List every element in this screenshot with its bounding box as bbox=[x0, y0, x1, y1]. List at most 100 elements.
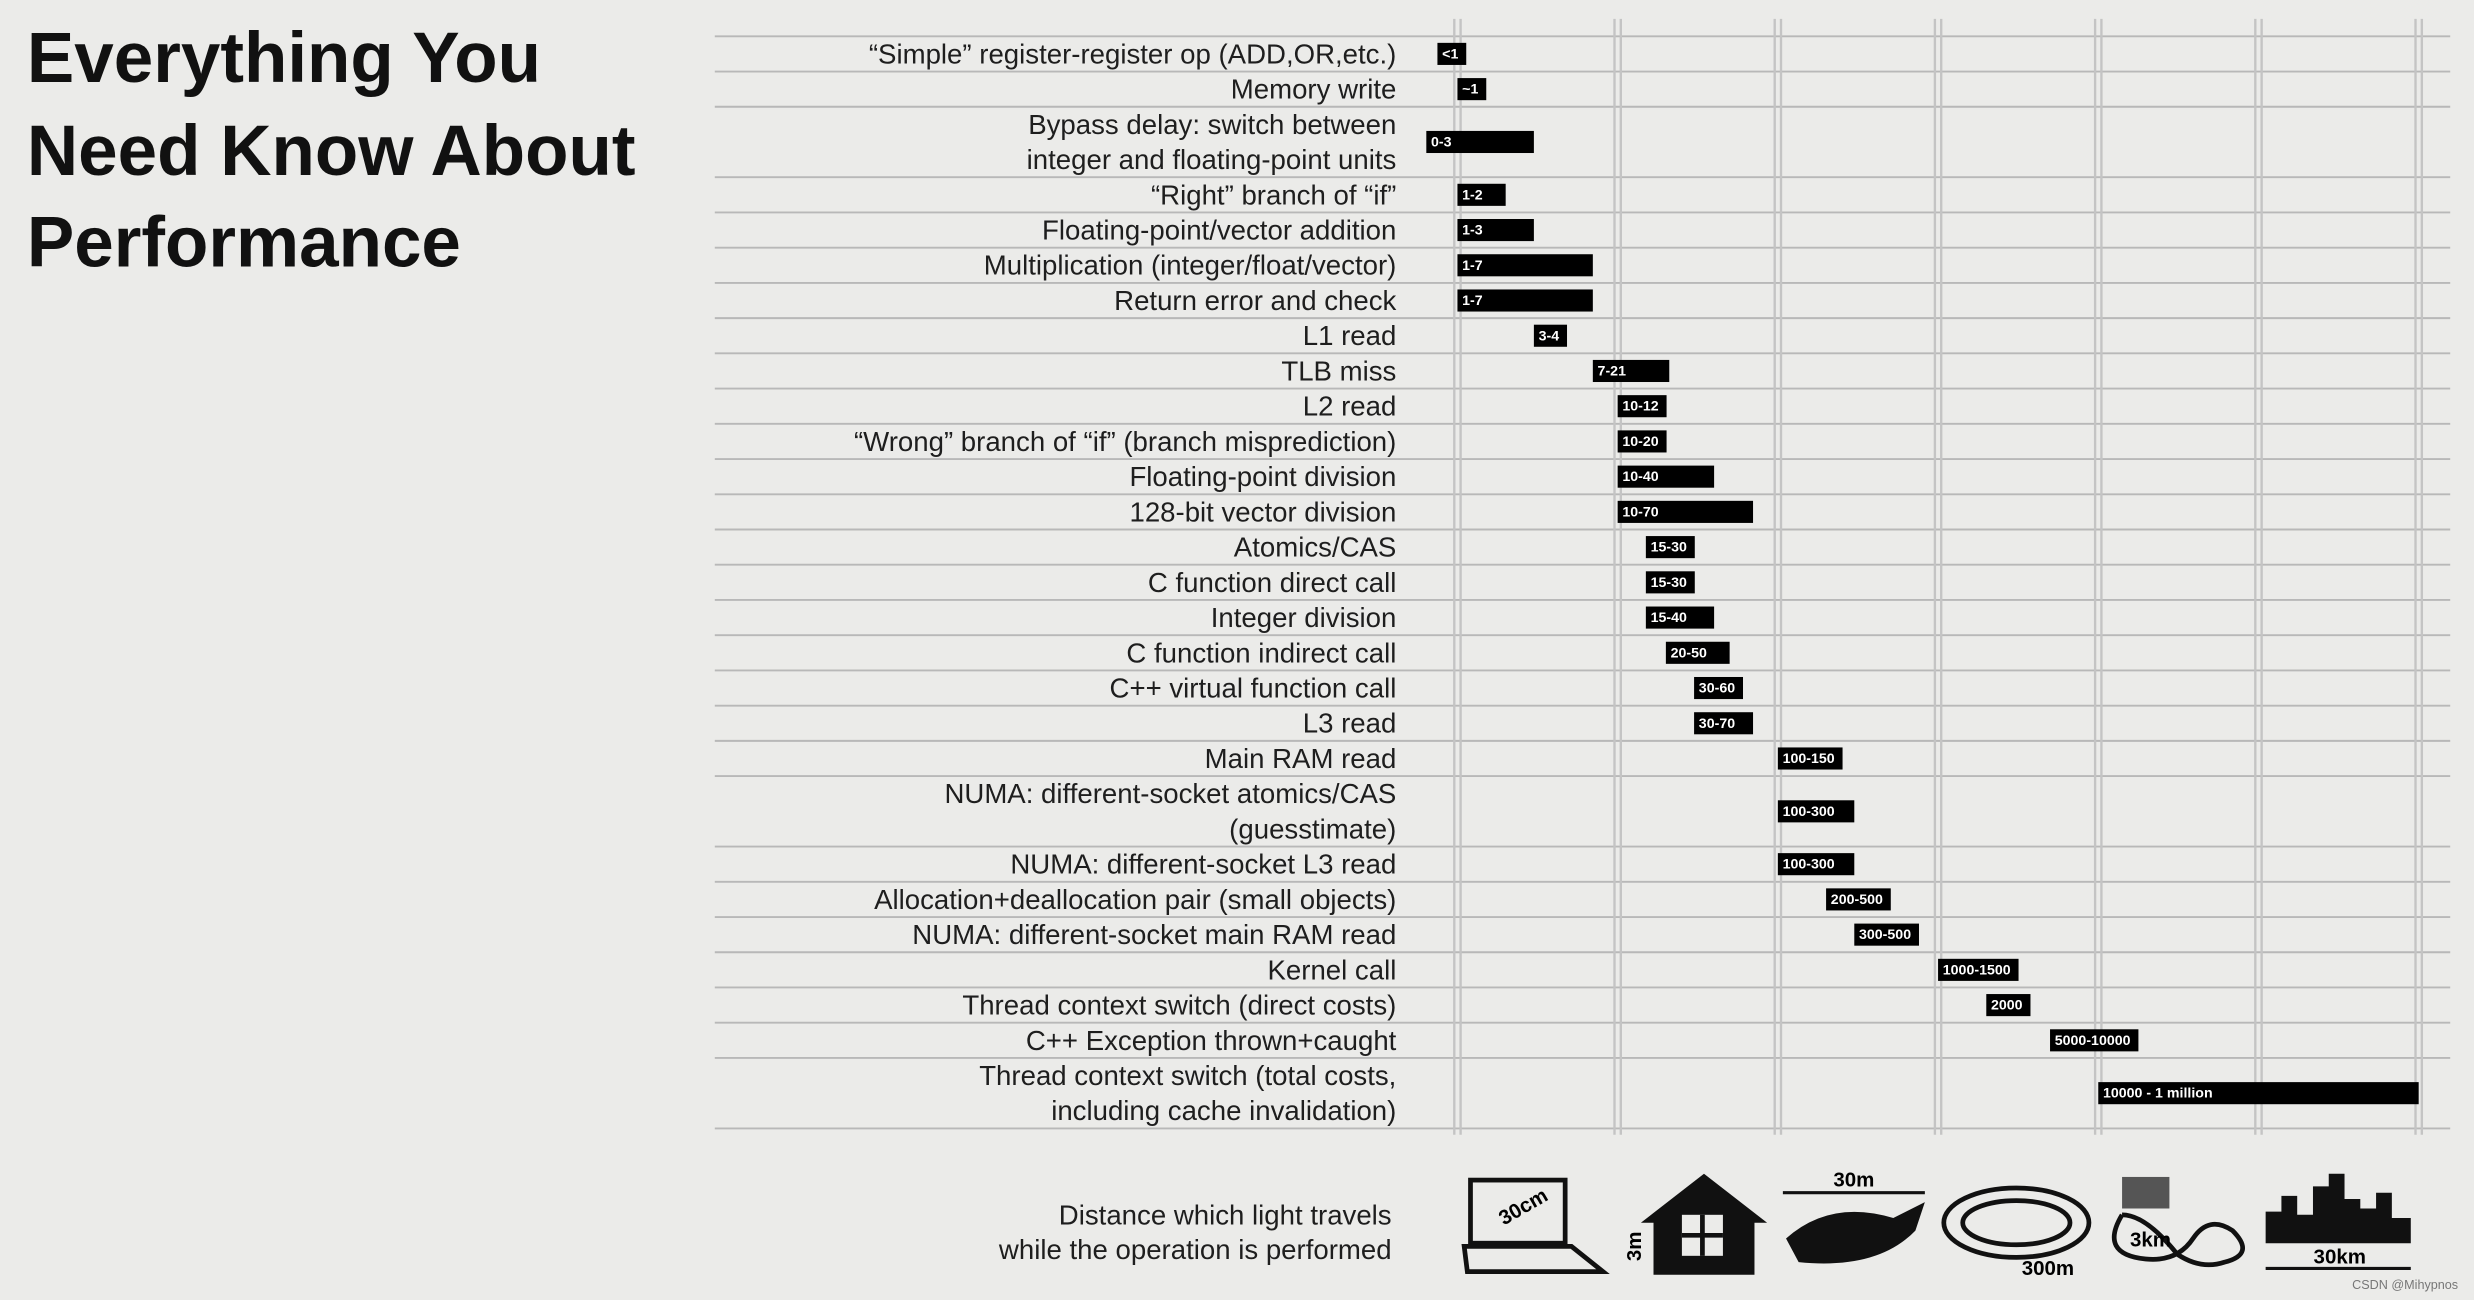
bar bbox=[1854, 923, 1919, 946]
bar bbox=[1665, 641, 1730, 664]
bar bbox=[1617, 500, 1754, 523]
value-label: 1000-1500 bbox=[1943, 962, 2011, 978]
value-label: 10-70 bbox=[1622, 504, 1658, 520]
value-label: 15-30 bbox=[1651, 575, 1687, 591]
value-label: ~1 bbox=[1462, 82, 1478, 98]
category-label: “Wrong” branch of “if” (branch mispredic… bbox=[854, 426, 1396, 457]
value-label: 7-21 bbox=[1598, 364, 1627, 380]
value-label: <1 bbox=[1442, 46, 1458, 62]
bar bbox=[1617, 395, 1667, 418]
category-label: (guesstimate) bbox=[1229, 813, 1396, 844]
bar bbox=[1645, 536, 1695, 559]
value-label: 0-3 bbox=[1431, 135, 1452, 151]
category-label: L2 read bbox=[1303, 391, 1397, 422]
bar bbox=[1457, 254, 1593, 277]
caption: while the operation is performed bbox=[998, 1234, 1392, 1265]
category-label: Atomics/CAS bbox=[1234, 532, 1397, 563]
value-label: 30-60 bbox=[1699, 681, 1735, 697]
bar bbox=[1777, 800, 1855, 823]
value-label: 10-40 bbox=[1622, 469, 1658, 485]
bar bbox=[1777, 853, 1855, 876]
category-label: NUMA: different-socket L3 read bbox=[1010, 849, 1396, 880]
category-label: integer and floating-point units bbox=[1027, 144, 1397, 175]
track-icon bbox=[1960, 1198, 2073, 1248]
value-label: 100-300 bbox=[1783, 857, 1835, 873]
bar bbox=[2098, 1082, 2419, 1105]
laptop-icon bbox=[1468, 1177, 1568, 1246]
category-label: Allocation+deallocation pair (small obje… bbox=[874, 884, 1396, 915]
laptop-icon bbox=[1461, 1243, 1610, 1274]
value-label: 3-4 bbox=[1539, 328, 1560, 344]
circuit-icon bbox=[2111, 1212, 2245, 1268]
icons: 30cm 3m 30m 300m 3km 30km bbox=[1461, 1168, 2411, 1280]
value-label: 1-2 bbox=[1462, 187, 1483, 203]
bar bbox=[1457, 183, 1506, 206]
value-label: 15-40 bbox=[1651, 610, 1687, 626]
value-label: 2000 bbox=[1991, 998, 2023, 1014]
distance-label: 3m bbox=[1623, 1232, 1646, 1262]
value-label: 10-12 bbox=[1622, 399, 1658, 415]
credit: CSDN @Mihypnos bbox=[2352, 1278, 2458, 1292]
category-label: 128-bit vector division bbox=[1129, 496, 1396, 527]
category-label: Main RAM read bbox=[1205, 743, 1397, 774]
category-label: Multiplication (integer/float/vector) bbox=[984, 250, 1397, 281]
value-label: 300-500 bbox=[1859, 927, 1911, 943]
value-label: 200-500 bbox=[1831, 892, 1883, 908]
track-icon bbox=[1941, 1185, 2092, 1260]
value-label: 10-20 bbox=[1622, 434, 1658, 450]
category-label: C++ virtual function call bbox=[1110, 672, 1397, 703]
value-label: 5000-10000 bbox=[2055, 1033, 2131, 1049]
category-label: C function direct call bbox=[1148, 567, 1396, 598]
category-label: Bypass delay: switch between bbox=[1028, 109, 1396, 140]
title-line: Everything You bbox=[27, 19, 541, 98]
category-label: Integer division bbox=[1211, 602, 1397, 633]
category-label: L3 read bbox=[1303, 708, 1397, 739]
bar bbox=[2050, 1029, 2139, 1052]
bar bbox=[1617, 430, 1667, 453]
title-line: Performance bbox=[27, 204, 461, 283]
bar bbox=[1694, 676, 1744, 700]
bar bbox=[1592, 359, 1670, 383]
distance-label: 30m bbox=[1833, 1168, 1874, 1191]
category-label: Thread context switch (total costs, bbox=[979, 1060, 1396, 1091]
category-label: Floating-point/vector addition bbox=[1042, 215, 1396, 246]
category-label: C function indirect call bbox=[1126, 637, 1396, 668]
category-label: NUMA: different-socket main RAM read bbox=[912, 919, 1396, 950]
category-label: “Simple” register-register op (ADD,OR,et… bbox=[869, 38, 1396, 69]
category-label: Memory write bbox=[1231, 74, 1397, 105]
bar bbox=[1457, 219, 1534, 242]
value-label: 1-7 bbox=[1462, 258, 1483, 274]
distance-label: 3km bbox=[2130, 1228, 2171, 1251]
category-label: Thread context switch (direct costs) bbox=[962, 990, 1396, 1021]
whale-icon bbox=[1786, 1202, 1925, 1264]
value-label: 20-50 bbox=[1671, 645, 1707, 661]
plot: “Simple” register-register op (ADD,OR,et… bbox=[714, 18, 2451, 1135]
title-line: Need Know About bbox=[27, 112, 636, 191]
value-label: 30-70 bbox=[1699, 716, 1735, 732]
bar bbox=[1426, 130, 1534, 154]
bar bbox=[1777, 747, 1843, 770]
category-label: C++ Exception thrown+caught bbox=[1026, 1025, 1397, 1056]
bar bbox=[1938, 958, 2019, 981]
bar bbox=[1694, 712, 1754, 735]
category-label: TLB miss bbox=[1281, 355, 1396, 386]
category-label: “Right” branch of “if” bbox=[1151, 179, 1396, 210]
value-label: 100-150 bbox=[1783, 751, 1835, 767]
flag-icon bbox=[2122, 1176, 2170, 1209]
category-label: L1 read bbox=[1303, 320, 1397, 351]
bar bbox=[1826, 888, 1891, 911]
bar bbox=[1617, 465, 1715, 488]
bar bbox=[1986, 994, 2031, 1017]
category-label: Kernel call bbox=[1268, 954, 1397, 985]
value-label: 1-3 bbox=[1462, 223, 1483, 239]
bar bbox=[1437, 42, 1467, 65]
bar bbox=[1645, 606, 1715, 629]
category-label: NUMA: different-socket atomics/CAS bbox=[944, 778, 1396, 809]
bar bbox=[1457, 78, 1487, 101]
caption: Distance which light travels bbox=[1059, 1199, 1392, 1230]
city-icon bbox=[2265, 1173, 2411, 1244]
bar bbox=[1645, 571, 1695, 594]
